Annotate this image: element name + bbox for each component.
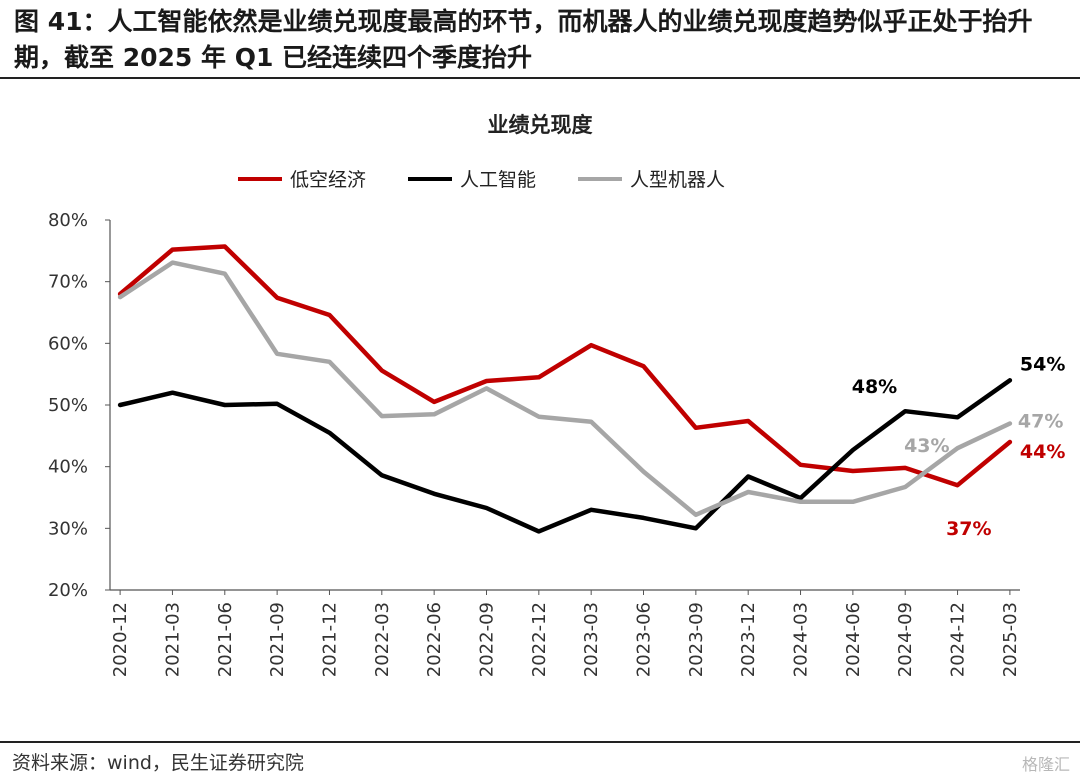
x-tick-label: 2021-09 (267, 602, 288, 677)
title-divider (0, 77, 1080, 79)
x-tick-label: 2023-03 (581, 602, 602, 677)
source-note: 资料来源：wind，民生证券研究院 (12, 752, 304, 774)
x-tick-label: 2022-06 (424, 602, 445, 677)
x-tick-label: 2022-12 (529, 602, 550, 677)
x-tick-label: 2020-12 (110, 602, 131, 677)
footer-divider (0, 741, 1080, 743)
x-tick-label: 2021-12 (319, 602, 340, 677)
data-label: 48% (852, 376, 897, 398)
legend-label-1: 低空经济 (290, 169, 366, 191)
y-tick-label: 80% (48, 210, 88, 231)
figure-title: 图 41：人工智能依然是业绩兑现度最高的环节，而机器人的业绩兑现度趋势似乎正处于… (14, 7, 1033, 72)
series-line-3 (117, 260, 1013, 518)
x-tick-label: 2025-03 (1000, 602, 1021, 677)
y-tick-label: 60% (48, 333, 88, 354)
data-label: 44% (1020, 441, 1065, 463)
x-tick-label: 2024-12 (948, 602, 969, 677)
legend-label-3: 人型机器人 (630, 169, 725, 191)
data-label: 37% (946, 518, 991, 540)
series-line-2 (117, 378, 1013, 534)
x-tick-label: 2022-03 (372, 602, 393, 677)
y-tick-label: 40% (48, 457, 88, 478)
x-tick-label: 2021-03 (162, 602, 183, 677)
y-tick-label: 50% (48, 395, 88, 416)
x-tick-label: 2024-06 (843, 602, 864, 677)
series-line-1 (117, 244, 1013, 488)
watermark-text: 格隆汇 (1021, 755, 1070, 774)
data-label: 43% (904, 435, 949, 457)
x-tick-label: 2024-09 (895, 602, 916, 677)
y-tick-label: 70% (48, 272, 88, 293)
x-tick-label: 2021-06 (215, 602, 236, 677)
y-tick-label: 30% (48, 518, 88, 539)
x-tick-label: 2022-09 (476, 602, 497, 677)
data-label: 54% (1020, 353, 1065, 375)
x-tick-label: 2023-06 (634, 602, 655, 677)
legend-label-2: 人工智能 (460, 169, 536, 191)
x-tick-label: 2023-12 (738, 602, 759, 677)
data-label: 47% (1018, 411, 1063, 433)
chart-title: 业绩兑现度 (488, 113, 593, 137)
x-tick-label: 2024-03 (791, 602, 812, 677)
x-tick-label: 2023-09 (686, 602, 707, 677)
y-tick-label: 20% (48, 580, 88, 601)
